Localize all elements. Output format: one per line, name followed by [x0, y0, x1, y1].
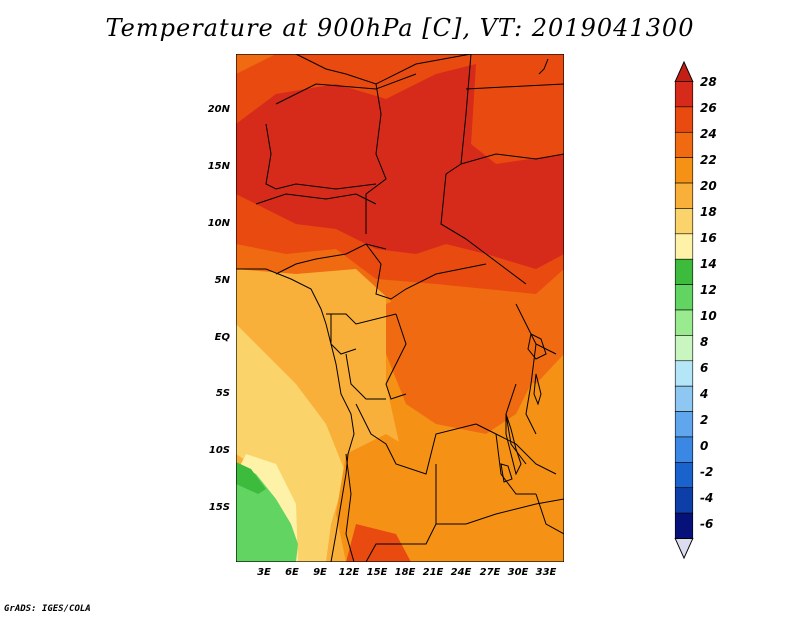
coastline	[236, 268, 355, 562]
colorbar-label: -4	[700, 491, 714, 505]
lat-label-20n: 20N	[207, 104, 230, 115]
lon-label-33e: 33E	[535, 567, 557, 578]
colorbar-swatch	[674, 233, 694, 260]
colorbar-label: 22	[700, 153, 717, 167]
colorbar-label: 26	[700, 101, 717, 115]
colorbar-label: -6	[700, 517, 714, 531]
lon-label-30e: 30E	[507, 567, 529, 578]
grads-credit: GrADS: IGES/COLA	[4, 604, 91, 614]
country-borders	[255, 54, 564, 562]
colorbar-label: 10	[700, 309, 717, 323]
colorbar-swatch	[674, 411, 694, 438]
lat-label-eq: EQ	[214, 332, 230, 343]
colorbar-swatch	[674, 81, 694, 108]
colorbar-label: 12	[700, 283, 717, 297]
lat-label-15n: 15N	[207, 161, 230, 172]
colorbar-label: 24	[700, 127, 717, 141]
colorbar-swatch	[674, 131, 694, 158]
colorbar-swatch	[674, 360, 694, 387]
colorbar-label: 6	[700, 361, 709, 375]
colorbar-swatch	[674, 258, 694, 285]
colorbar-top-arrow	[674, 60, 694, 82]
lat-label-10s: 10S	[208, 445, 230, 456]
temp-region-congo	[386, 282, 546, 434]
colorbar-swatch	[674, 462, 694, 489]
lon-label-3e: 3E	[257, 567, 271, 578]
colorbar-label: 8	[700, 335, 709, 349]
colorbar-label: 4	[700, 387, 709, 401]
lon-label-21e: 21E	[422, 567, 444, 578]
colorbar-swatch	[674, 436, 694, 463]
lat-label-5n: 5N	[214, 275, 230, 286]
colorbar-swatch	[674, 512, 694, 539]
lon-label-12e: 12E	[338, 567, 360, 578]
colorbar-swatch	[674, 157, 694, 184]
lon-label-24e: 24E	[450, 567, 472, 578]
colorbar-swatch	[674, 309, 694, 336]
colorbar-label: 28	[700, 75, 717, 89]
temp-region-south-hot	[346, 524, 411, 562]
temp-region-hottest	[236, 64, 564, 269]
colorbar-label: -2	[700, 465, 714, 479]
colorbar-swatch	[674, 385, 694, 412]
lon-label-15e: 15E	[366, 567, 388, 578]
colorbar-swatch	[674, 284, 694, 311]
temp-region-coast	[236, 324, 346, 562]
colorbar-swatch	[674, 487, 694, 514]
map-canvas	[236, 54, 564, 562]
colorbar-swatch	[674, 335, 694, 362]
colorbar-swatch	[674, 106, 694, 133]
temperature-map	[236, 54, 564, 562]
lon-label-9e: 9E	[313, 567, 327, 578]
colorbar-swatch	[674, 182, 694, 209]
colorbar-label: 16	[700, 231, 717, 245]
lon-label-6e: 6E	[285, 567, 299, 578]
colorbar-label: 20	[700, 179, 717, 193]
lat-label-15s: 15S	[208, 502, 230, 513]
map-title: Temperature at 900hPa [C], VT: 201904130…	[105, 14, 695, 42]
colorbar-label: 14	[700, 257, 717, 271]
colorbar-label: 0	[700, 439, 709, 453]
lake-outlines	[500, 58, 549, 483]
colorbar-label: 2	[700, 413, 709, 427]
lat-label-10n: 10N	[207, 218, 230, 229]
lon-label-27e: 27E	[479, 567, 501, 578]
colorbar	[674, 60, 694, 560]
colorbar-label: 18	[700, 205, 717, 219]
temp-region-green-dark	[236, 462, 266, 494]
colorbar-swatch	[674, 208, 694, 235]
lon-label-18e: 18E	[394, 567, 416, 578]
lat-label-5s: 5S	[215, 388, 230, 399]
colorbar-bottom-arrow	[674, 538, 694, 560]
